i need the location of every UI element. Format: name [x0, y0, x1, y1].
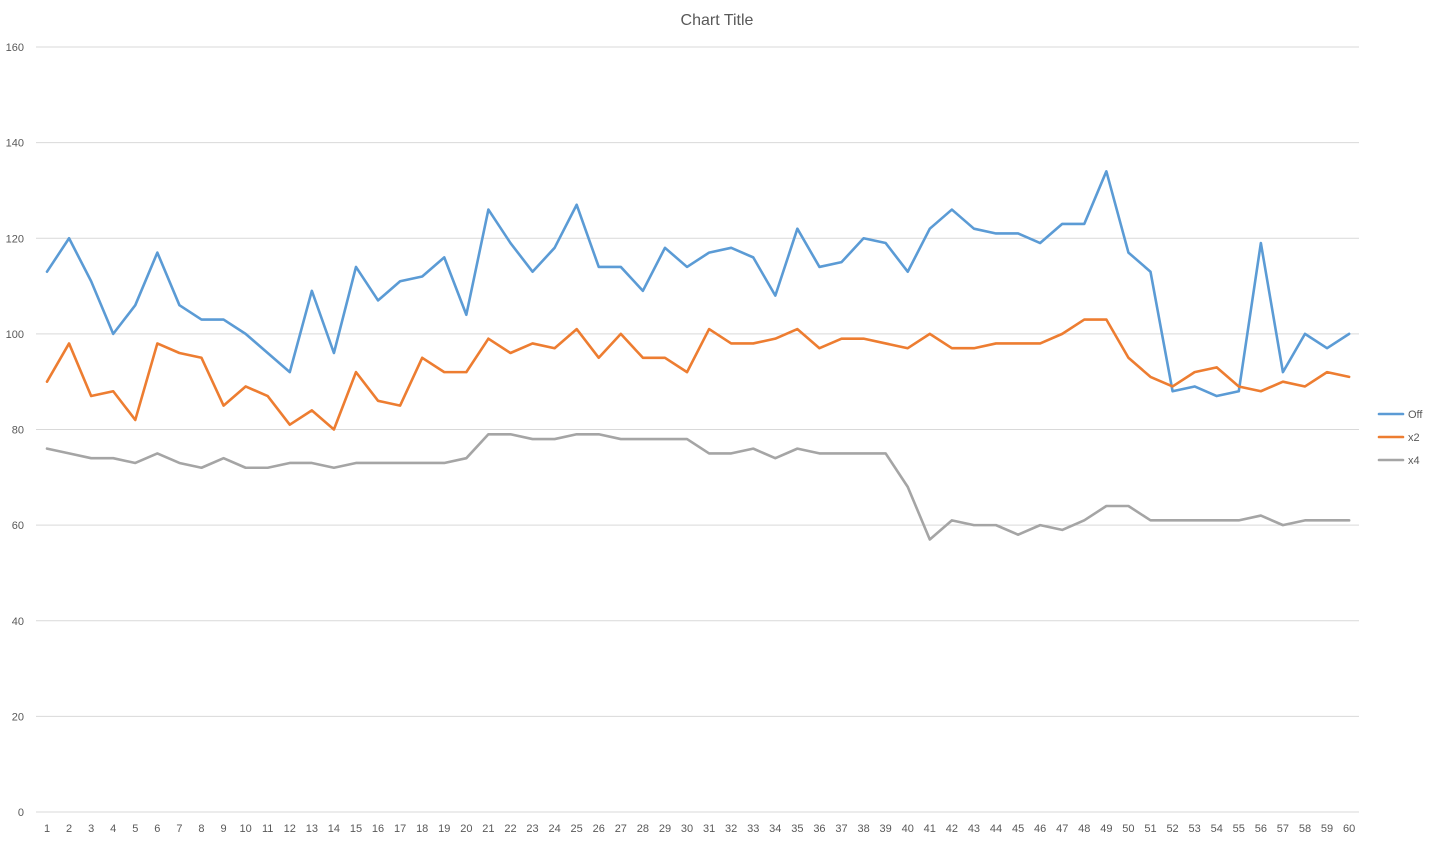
x-tick-label: 53	[1189, 823, 1201, 835]
gridlines	[36, 46, 1359, 813]
x-tick-label: 17	[394, 823, 406, 835]
x-tick-label: 55	[1233, 823, 1245, 835]
chart-title: Chart Title	[681, 12, 754, 29]
x-tick-label: 14	[328, 823, 340, 835]
x-tick-label: 5	[132, 823, 138, 835]
x-tick-label: 23	[526, 823, 538, 835]
x-tick-label: 12	[284, 823, 296, 835]
x-tick-label: 56	[1255, 823, 1267, 835]
x-tick-label: 24	[548, 823, 560, 835]
y-tick-label: 20	[12, 711, 24, 723]
x-tick-label: 29	[659, 823, 671, 835]
x-tick-label: 57	[1277, 823, 1289, 835]
x-tick-label: 18	[416, 823, 428, 835]
x-tick-label: 54	[1211, 823, 1223, 835]
y-tick-label: 140	[6, 138, 24, 150]
x-tick-label: 32	[725, 823, 737, 835]
series-line-x2	[45, 318, 1351, 431]
series-line-off	[45, 170, 1351, 398]
x-tick-label: 49	[1100, 823, 1112, 835]
x-tick-label: 34	[769, 823, 781, 835]
x-tick-label: 39	[880, 823, 892, 835]
x-tick-label: 33	[747, 823, 759, 835]
x-tick-label: 36	[813, 823, 825, 835]
x-tick-label: 44	[990, 823, 1002, 835]
legend-label-x2: x2	[1408, 432, 1420, 444]
x-tick-label: 60	[1343, 823, 1355, 835]
x-tick-label: 27	[615, 823, 627, 835]
x-tick-label: 21	[482, 823, 494, 835]
x-tick-label: 38	[857, 823, 869, 835]
x-tick-label: 19	[438, 823, 450, 835]
x-tick-label: 11	[262, 823, 273, 835]
x-tick-label: 1	[44, 823, 50, 835]
x-tick-label: 8	[198, 823, 204, 835]
x-tick-label: 52	[1166, 823, 1178, 835]
x-tick-label: 50	[1122, 823, 1134, 835]
x-tick-label: 45	[1012, 823, 1024, 835]
x-tick-label: 9	[220, 823, 226, 835]
x-tick-label: 40	[902, 823, 914, 835]
x-tick-label: 51	[1144, 823, 1156, 835]
x-tick-label: 35	[791, 823, 803, 835]
x-tick-label: 31	[703, 823, 715, 835]
x-tick-label: 59	[1321, 823, 1333, 835]
x-tick-label: 3	[88, 823, 94, 835]
x-tick-label: 41	[924, 823, 936, 835]
x-tick-label: 20	[460, 823, 472, 835]
series-line-x4	[45, 432, 1351, 541]
x-tick-label: 48	[1078, 823, 1090, 835]
x-tick-label: 13	[306, 823, 318, 835]
x-axis-tick-labels: 1 2 3 4 5 6 7 8 9 10 11 12 13 14 15 16 17 18 19 20 21 22 23 24 2…	[44, 823, 1355, 835]
y-tick-label: 120	[6, 233, 24, 245]
y-tick-label: 0	[18, 807, 24, 819]
x-tick-label: 10	[240, 823, 252, 835]
x-tick-label: 6	[154, 823, 160, 835]
x-tick-label: 26	[593, 823, 605, 835]
x-tick-label: 25	[571, 823, 583, 835]
y-axis-tick-labels: 0 20 40 60 80 100 120 140 160	[6, 42, 24, 819]
x-tick-label: 2	[66, 823, 72, 835]
legend: Off x2 x4	[1377, 409, 1423, 467]
y-tick-label: 40	[12, 616, 24, 628]
legend-label-x4: x4	[1408, 455, 1420, 467]
x-tick-label: 42	[946, 823, 958, 835]
x-tick-label: 16	[372, 823, 384, 835]
y-tick-label: 160	[6, 42, 24, 54]
y-tick-label: 80	[12, 425, 24, 437]
x-tick-label: 37	[835, 823, 847, 835]
y-tick-label: 100	[6, 329, 24, 341]
x-tick-label: 46	[1034, 823, 1046, 835]
x-tick-label: 43	[968, 823, 980, 835]
x-tick-label: 28	[637, 823, 649, 835]
x-tick-label: 15	[350, 823, 362, 835]
x-tick-label: 7	[176, 823, 182, 835]
legend-label-off: Off	[1408, 409, 1423, 421]
x-tick-label: 58	[1299, 823, 1311, 835]
y-tick-label: 60	[12, 520, 24, 532]
x-tick-label: 30	[681, 823, 693, 835]
x-tick-label: 4	[110, 823, 116, 835]
x-tick-label: 22	[504, 823, 516, 835]
x-tick-label: 47	[1056, 823, 1068, 835]
series-lines	[45, 170, 1351, 541]
